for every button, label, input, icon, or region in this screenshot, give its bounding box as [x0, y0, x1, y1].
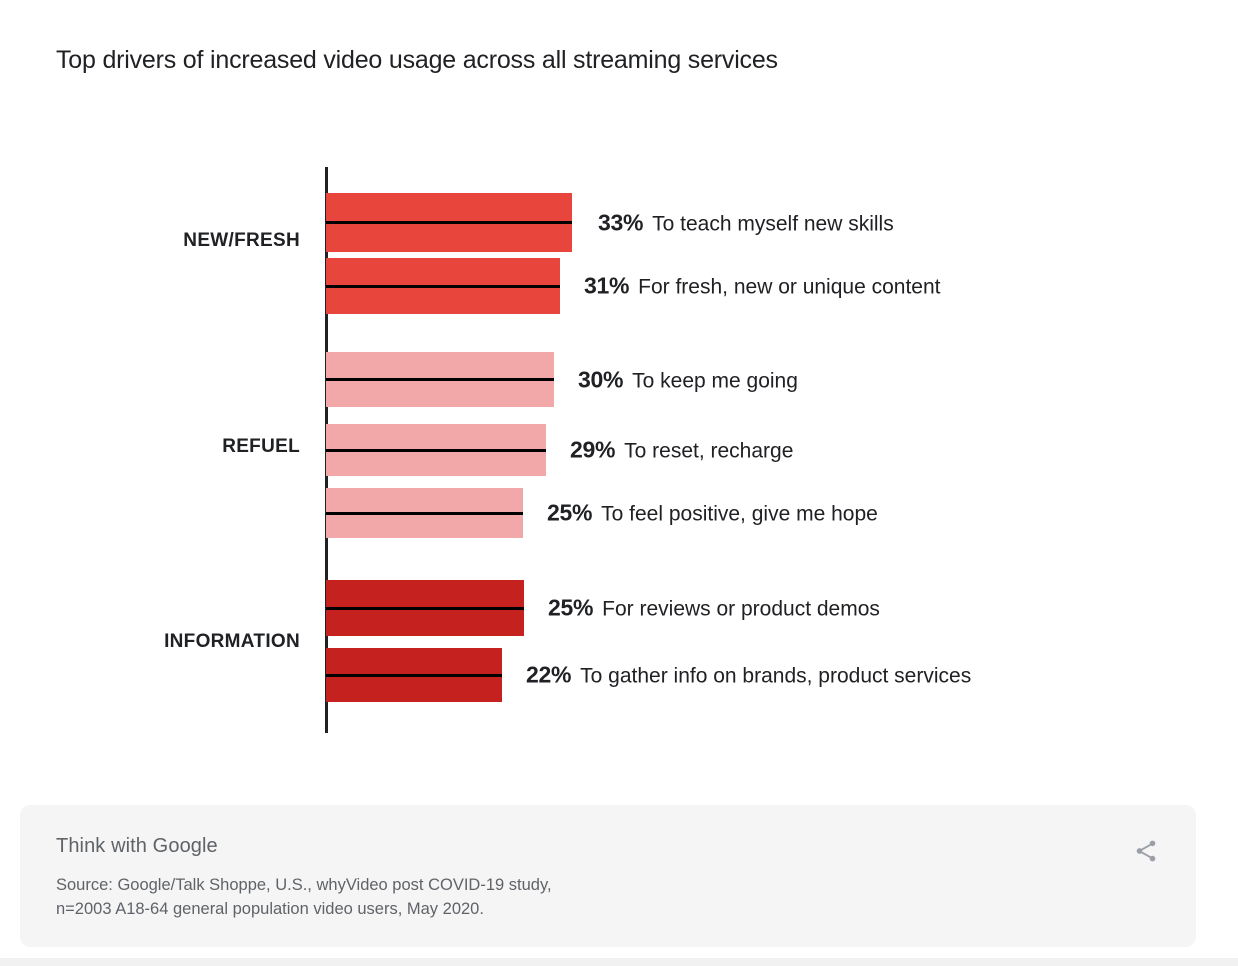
bar-label: To reset, recharge — [624, 439, 794, 463]
bar-rule — [326, 511, 523, 515]
bar-rule — [326, 221, 572, 224]
bar-row: 25% To feel positive, give me hope — [326, 488, 878, 538]
bar-caption: 33% To teach myself new skills — [598, 209, 894, 236]
bar-label: To keep me going — [632, 369, 798, 392]
bar-rule — [326, 378, 554, 381]
bar-label: For reviews or product demos — [602, 597, 880, 621]
bar-row: 29% To reset, recharge — [326, 424, 793, 476]
bar-rule — [326, 448, 546, 452]
bar-caption: 25% For reviews or product demos — [548, 595, 880, 622]
bar-row: 22% To gather info on brands, product ser… — [326, 648, 971, 702]
page-title: Top drivers of increased video usage acr… — [56, 46, 778, 74]
bar-value: 33% — [598, 209, 644, 235]
bar-caption: 22% To gather info on brands, product ser… — [526, 662, 971, 689]
bar-value: 30% — [578, 366, 624, 392]
group-label-new-fresh: NEW/FRESH — [183, 230, 300, 251]
bar-row: 31% For fresh, new or unique content — [326, 258, 940, 314]
bottom-divider — [0, 958, 1238, 966]
bar-row: 33% To teach myself new skills — [326, 193, 894, 252]
bar-row: 30% To keep me going — [326, 352, 798, 407]
bar-rule — [326, 673, 502, 677]
bar-label: To feel positive, give me hope — [601, 502, 878, 526]
bar-caption: 31% For fresh, new or unique content — [584, 273, 940, 300]
share-button[interactable] — [1126, 831, 1166, 871]
bar-label: To teach myself new skills — [652, 212, 894, 235]
bar-chart: NEW/FRESH REFUEL INFORMATION 33% To teach… — [164, 167, 971, 733]
bar-value: 25% — [548, 594, 594, 621]
bar-rule — [326, 284, 560, 288]
bar-value: 29% — [570, 436, 616, 463]
share-icon — [1136, 840, 1156, 862]
bar-caption: 30% To keep me going — [578, 366, 798, 393]
source-note: Source: Google/Talk Shoppe, U.S., whyVid… — [56, 876, 552, 918]
brand-label: Think with Google — [56, 835, 218, 857]
bar-row: 25% For reviews or product demos — [326, 580, 880, 636]
footer-card: Think with Google Source: Google/Talk Sh… — [20, 805, 1196, 947]
bar-caption: 29% To reset, recharge — [570, 437, 793, 464]
bar-value: 25% — [547, 499, 593, 526]
group-label-refuel: REFUEL — [222, 436, 300, 457]
bar-caption: 25% To feel positive, give me hope — [547, 500, 878, 527]
bar-label: To gather info on brands, product servic… — [580, 664, 972, 688]
bar-rule — [326, 606, 524, 610]
bar-value: 22% — [526, 661, 572, 688]
bar-label: For fresh, new or unique content — [638, 275, 941, 299]
group-label-information: INFORMATION — [164, 631, 300, 652]
bar-value: 31% — [584, 272, 630, 299]
